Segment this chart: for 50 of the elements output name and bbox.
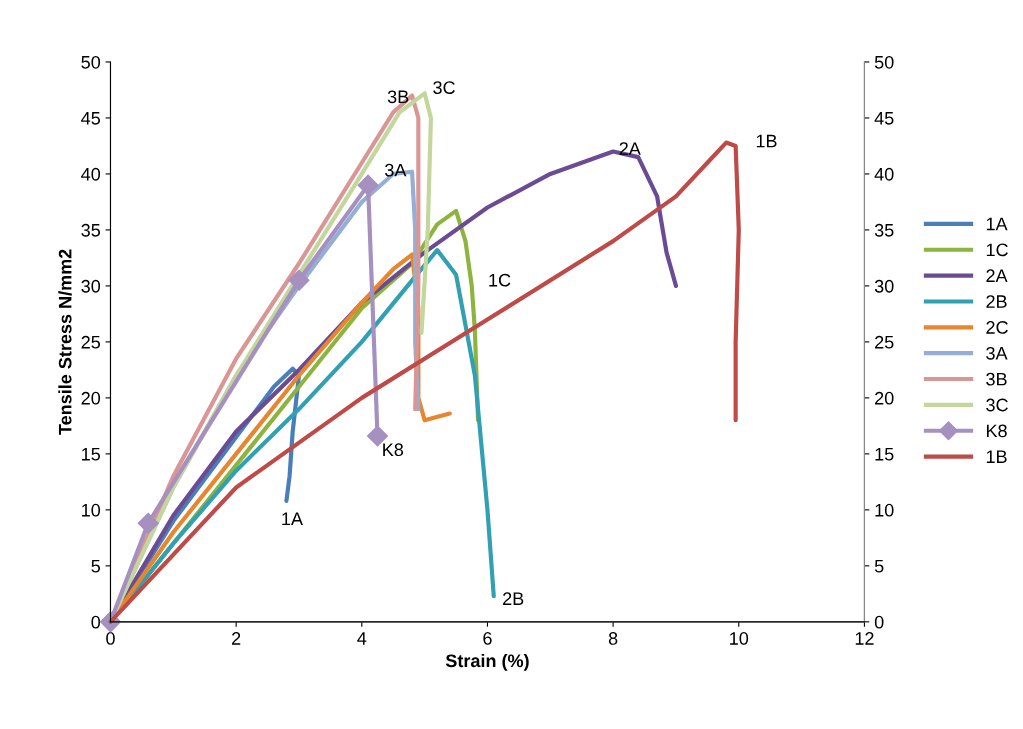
y2-tick-label: 35 bbox=[874, 223, 894, 237]
y2-tick-label: 10 bbox=[875, 503, 894, 517]
x-tick-label: 12 bbox=[855, 632, 874, 645]
annotation: 3B bbox=[387, 90, 409, 104]
y2-tick-label: 45 bbox=[874, 112, 894, 125]
y2-tick-label: 15 bbox=[875, 448, 894, 461]
y2-tick-label: 5 bbox=[874, 559, 884, 573]
annotation: 2B bbox=[503, 592, 524, 605]
legend-label: 2B bbox=[986, 295, 1007, 308]
legend-label: 3B bbox=[986, 372, 1007, 386]
annotation: 1C bbox=[489, 273, 511, 287]
y-tick-label: 10 bbox=[82, 503, 101, 517]
legend-label: 3A bbox=[986, 346, 1008, 360]
legend-label: 3C bbox=[986, 398, 1008, 412]
y-tick-label: 30 bbox=[81, 279, 101, 293]
y2-tick-label: 0 bbox=[874, 615, 884, 629]
legend-label: 2A bbox=[986, 269, 1008, 282]
annotation: 3A bbox=[385, 163, 407, 177]
x-tick-label: 8 bbox=[608, 632, 618, 645]
x-tick-label: 0 bbox=[106, 632, 115, 645]
x-tick-label: 2 bbox=[232, 632, 241, 645]
y2-tick-label: 30 bbox=[874, 279, 894, 293]
x-tick-label: 6 bbox=[483, 632, 492, 645]
y-tick-label: 15 bbox=[82, 448, 101, 461]
y-tick-label: 40 bbox=[81, 167, 101, 181]
annotation: 1A bbox=[282, 512, 303, 526]
legend-label: K8 bbox=[986, 424, 1007, 438]
annotation: 2A bbox=[619, 142, 641, 155]
y-tick-label: 5 bbox=[91, 559, 101, 573]
y-tick-label: 20 bbox=[81, 391, 101, 405]
x-tick-label: 10 bbox=[730, 632, 749, 645]
legend-label: 2C bbox=[986, 321, 1008, 334]
y-tick-label: 0 bbox=[91, 615, 101, 629]
y-tick-label: 50 bbox=[81, 55, 101, 69]
legend-label: 1C bbox=[986, 243, 1008, 257]
legend-label: 1A bbox=[986, 217, 1008, 231]
annotation: K8 bbox=[383, 443, 404, 457]
y-tick-label: 35 bbox=[81, 223, 101, 237]
y2-tick-label: 40 bbox=[874, 167, 894, 181]
annotation: 1B bbox=[756, 134, 777, 148]
y2-tick-label: 50 bbox=[874, 55, 894, 69]
y-axis-title: Tensile Stress N/mm2 bbox=[58, 249, 72, 435]
legend-label: 1B bbox=[986, 450, 1007, 463]
annotation: 3C bbox=[433, 81, 455, 94]
x-axis-title: Strain (%) bbox=[445, 653, 529, 671]
y2-tick-label: 20 bbox=[875, 391, 894, 405]
y-tick-label: 45 bbox=[81, 112, 101, 125]
y2-tick-label: 25 bbox=[875, 335, 894, 349]
x-tick-label: 4 bbox=[357, 632, 367, 645]
y-tick-label: 25 bbox=[81, 335, 101, 349]
